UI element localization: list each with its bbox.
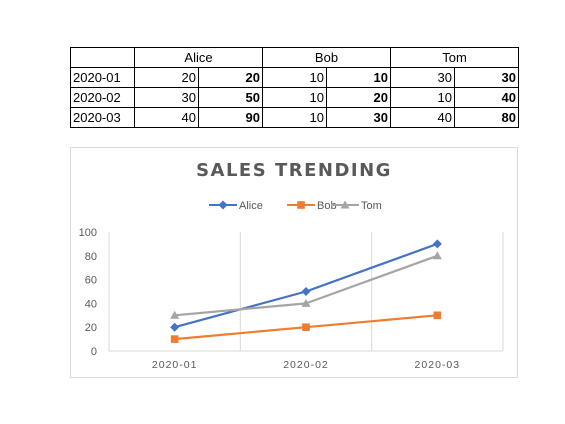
row-label-cell[interactable]: 2020-01 <box>70 67 135 88</box>
value-cell[interactable]: 10 <box>262 67 327 88</box>
value-cell[interactable]: 10 <box>262 87 327 108</box>
chart-plot-svg: 0 20 40 60 80 100 2020-01 2020-02 2020-03 Alice Bo… <box>79 200 504 371</box>
x-tick-label: 2020-01 <box>152 359 198 371</box>
cumulative-cell[interactable]: 50 <box>198 87 263 108</box>
legend-alice-point-marker <box>218 200 228 210</box>
alice-point-marker <box>432 239 442 249</box>
cumulative-cell[interactable]: 80 <box>454 107 519 128</box>
cumulative-cell[interactable]: 10 <box>326 67 391 88</box>
table-row: 2020-02 30 50 10 20 10 40 <box>70 87 519 108</box>
value-cell[interactable]: 30 <box>390 67 455 88</box>
y-tick-label: 40 <box>85 298 97 310</box>
header-cell-alice[interactable]: Alice <box>134 47 263 68</box>
legend-label-tom: Tom <box>361 200 382 212</box>
data-table: Alice Bob Tom 2020-01 20 20 10 10 30 30 … <box>70 47 519 128</box>
x-tick-label: 2020-03 <box>415 359 461 371</box>
tom-point-marker <box>301 298 311 307</box>
bob-point-marker <box>433 311 442 320</box>
row-label-cell[interactable]: 2020-03 <box>70 107 135 128</box>
legend-label-bob: Bob <box>317 200 337 212</box>
header-cell-bob[interactable]: Bob <box>262 47 391 68</box>
chart-title[interactable]: SALES TRENDING <box>196 160 392 181</box>
value-cell[interactable]: 30 <box>134 87 199 108</box>
y-tick-label: 0 <box>91 346 97 358</box>
x-tick-label: 2020-02 <box>283 359 329 371</box>
legend-label-alice: Alice <box>239 200 263 212</box>
bob-point-marker <box>302 323 310 331</box>
tom-point-marker <box>432 251 442 260</box>
row-label-cell[interactable]: 2020-02 <box>70 87 135 108</box>
series-line-alice <box>174 242 438 329</box>
cumulative-cell[interactable]: 90 <box>198 107 263 128</box>
value-cell[interactable]: 40 <box>134 107 199 128</box>
line-chart[interactable]: SALES TRENDING 0 20 40 60 80 100 2020-01 2020-0… <box>70 147 518 378</box>
tom-point-marker <box>170 310 180 319</box>
table-row: 2020-01 20 20 10 10 30 30 <box>70 67 519 88</box>
cumulative-cell[interactable]: 20 <box>198 67 263 88</box>
y-tick-label: 20 <box>85 322 97 334</box>
value-cell[interactable]: 40 <box>390 107 455 128</box>
cumulative-cell[interactable]: 30 <box>326 107 391 128</box>
cumulative-cell[interactable]: 20 <box>326 87 391 108</box>
alice-point-marker <box>301 287 311 296</box>
bob-point-marker <box>170 335 179 343</box>
legend-bob-point-marker <box>297 201 305 209</box>
value-cell[interactable]: 10 <box>262 107 327 128</box>
header-cell-tom[interactable]: Tom <box>390 47 519 68</box>
alice-point-marker <box>170 322 180 332</box>
value-cell[interactable]: 10 <box>390 87 455 108</box>
corner-cell[interactable] <box>70 47 135 68</box>
y-tick-label: 60 <box>85 275 97 287</box>
table-header-row: Alice Bob Tom <box>70 47 519 68</box>
value-cell[interactable]: 20 <box>134 67 199 88</box>
cumulative-cell[interactable]: 40 <box>454 87 519 108</box>
cumulative-cell[interactable]: 30 <box>454 67 519 88</box>
table-row: 2020-03 40 90 10 30 40 80 <box>70 107 519 128</box>
legend-tom-point-marker <box>340 200 350 209</box>
y-tick-label: 80 <box>85 251 97 263</box>
y-tick-label: 100 <box>79 227 97 239</box>
